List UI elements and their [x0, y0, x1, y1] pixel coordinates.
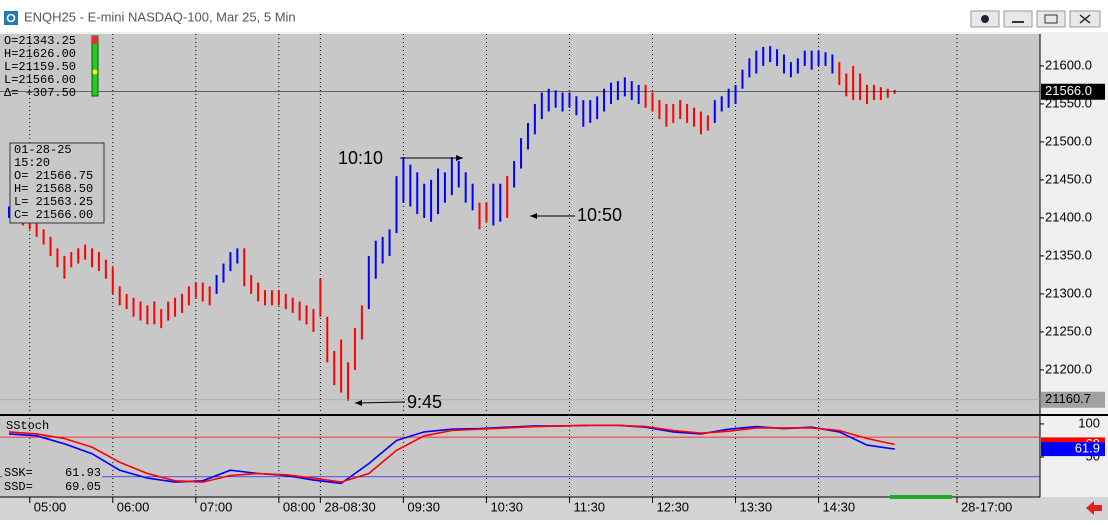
- window-title: ENQH25 - E-mini NASDAQ-100, Mar 25, 5 Mi…: [24, 9, 296, 24]
- close-glyph: [1079, 14, 1091, 24]
- range-gauge: [91, 35, 99, 97]
- range-gauge-dot: [92, 69, 98, 75]
- bar-info-line: H= 21568.50: [14, 182, 93, 196]
- legend-name: SSK=: [4, 466, 33, 480]
- arrow-head: [530, 213, 537, 219]
- title-bar: [0, 0, 1108, 32]
- arrow-head: [456, 155, 463, 161]
- bar-info-line: L= 21563.25: [14, 195, 93, 209]
- x-tick-label: 14:30: [823, 499, 856, 514]
- x-tick-label: 05:00: [34, 499, 67, 514]
- range-gauge-top: [92, 36, 98, 44]
- y-tick-label: 21600.0: [1045, 57, 1092, 72]
- chart-layer: 05:00 06:00 07:00 08:00 28-08:30 09:30 10:30 11…: [0, 34, 1105, 514]
- summary-line: H=21626.00: [4, 47, 76, 61]
- y-tick-label: 21300.0: [1045, 285, 1092, 300]
- x-tick-label: 28-17:00: [961, 499, 1012, 514]
- app-icon-glyph: [6, 13, 16, 23]
- legend-value: 61.93: [65, 466, 101, 480]
- y-tick-label: 21200.0: [1045, 361, 1092, 376]
- annotation: 10:50: [577, 205, 622, 225]
- time-axis-bg: [0, 497, 1108, 520]
- summary-line: L=21566.00: [4, 73, 76, 87]
- annotation: 10:10: [338, 148, 383, 168]
- legend-name: SSD=: [4, 480, 33, 494]
- menu-dot: [981, 15, 989, 23]
- x-tick-label: 28-08:30: [324, 499, 375, 514]
- y-tick-label: 21500.0: [1045, 133, 1092, 148]
- x-tick-label: 13:30: [740, 499, 773, 514]
- price-marker-label: 21566.0: [1045, 83, 1092, 98]
- annotation: 9:45: [407, 392, 442, 412]
- legend-value: 69.05: [65, 480, 101, 494]
- restore-glyph: [1044, 14, 1058, 24]
- window-buttons: [970, 10, 1101, 28]
- price-marker: [1041, 83, 1105, 100]
- panel-title: SStoch: [6, 419, 49, 433]
- x-tick-label: 10:30: [490, 499, 523, 514]
- price-marker: [1041, 391, 1105, 408]
- summary-line: Δ= +307.50: [4, 86, 76, 100]
- right-axis-bg: [1040, 34, 1108, 497]
- y-tick-label: 21350.0: [1045, 247, 1092, 262]
- summary-line: O=21343.25: [4, 34, 76, 48]
- bar-info-line: O= 21566.75: [14, 169, 93, 183]
- x-tick-label: 12:30: [657, 499, 690, 514]
- bar-info-box: [9, 142, 105, 224]
- x-tick-label: 06:00: [117, 499, 150, 514]
- scroll-arrow[interactable]: [1086, 501, 1102, 515]
- annotation-arrow: [354, 401, 406, 404]
- x-tick-label: 08:00: [283, 499, 316, 514]
- minimize-button[interactable]: [1003, 10, 1033, 28]
- value-marker: [1041, 442, 1105, 457]
- readout-box: [2, 464, 102, 496]
- y-tick-label: 21250.0: [1045, 323, 1092, 338]
- value-marker-label: 61.9: [1075, 441, 1100, 456]
- stoch-line: [8, 424, 895, 483]
- bar-info-line: C= 21566.00: [14, 208, 93, 222]
- session-strip: [890, 495, 952, 499]
- price-panel: [0, 34, 1040, 415]
- stoch-panel: [0, 416, 1040, 497]
- y-tick-label: 21400.0: [1045, 209, 1092, 224]
- x-tick-label: 07:00: [200, 499, 233, 514]
- price-marker-label: 21160.7: [1045, 391, 1091, 406]
- y-tick-label: 100: [1078, 415, 1100, 430]
- bar-info-line: 15:20: [14, 156, 50, 170]
- app-icon[interactable]: [4, 11, 18, 25]
- summary-line: L=21159.50: [4, 60, 76, 74]
- y-tick-label: 21450.0: [1045, 171, 1092, 186]
- stoch-line: [8, 424, 895, 485]
- x-tick-label: 11:30: [573, 499, 605, 514]
- bar-info-line: 01-28-25: [14, 143, 72, 157]
- x-tick-label: 09:30: [407, 499, 440, 514]
- restore-button[interactable]: [1036, 10, 1066, 28]
- arrow-head: [355, 400, 362, 406]
